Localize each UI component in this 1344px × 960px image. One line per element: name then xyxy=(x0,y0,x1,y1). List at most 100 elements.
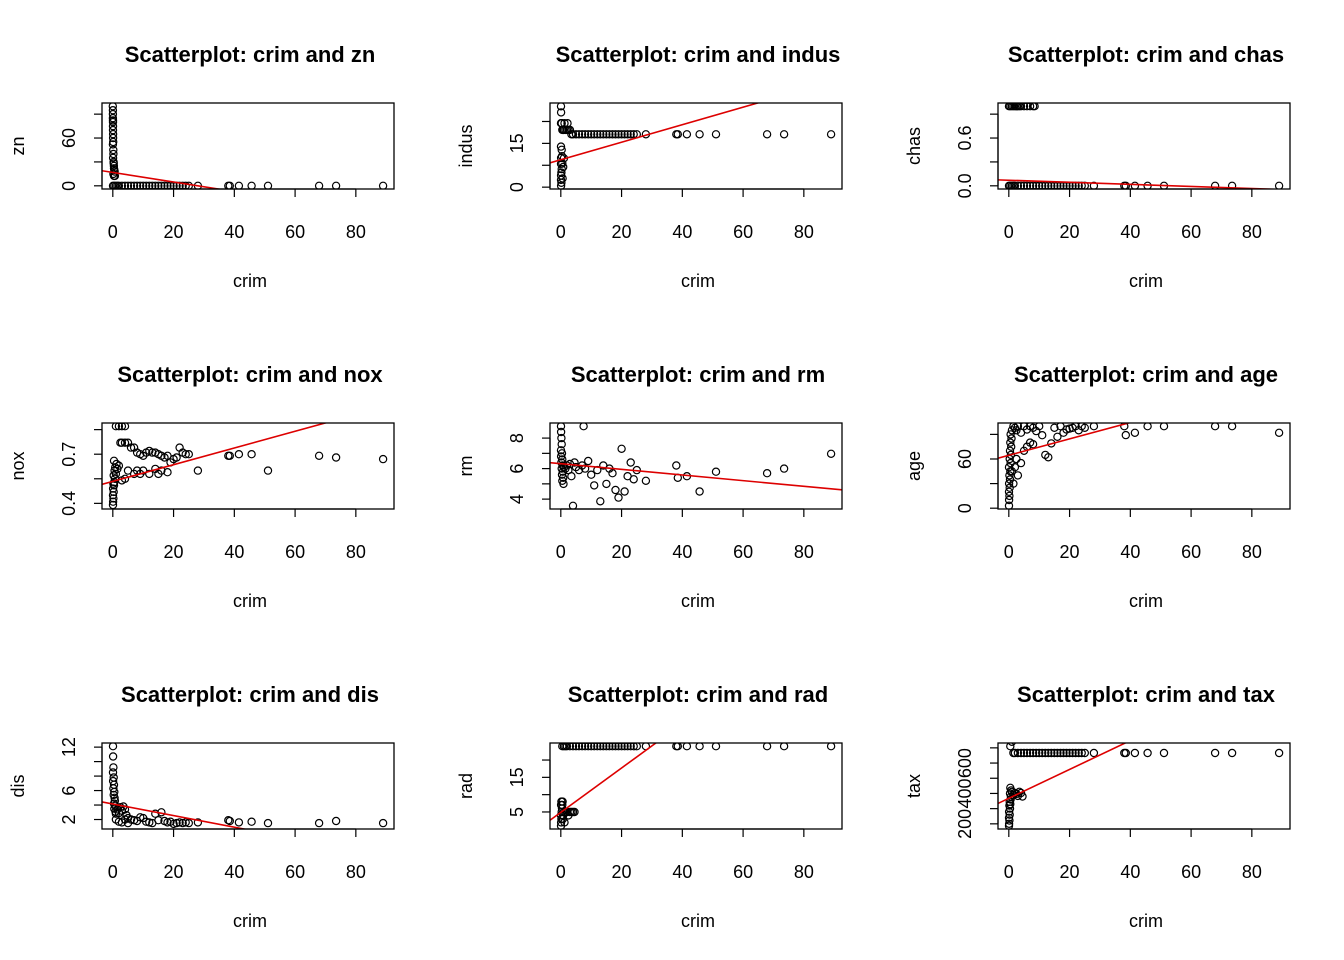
data-point xyxy=(1041,748,1050,758)
data-point xyxy=(560,818,569,827)
data-point xyxy=(184,449,193,459)
data-point xyxy=(1031,748,1041,758)
data-point xyxy=(225,816,234,826)
data-point xyxy=(1047,748,1056,758)
y-tick-label: 15 xyxy=(507,767,527,787)
data-point xyxy=(148,448,157,457)
x-axis-label: crim xyxy=(233,911,267,931)
data-point xyxy=(1074,748,1083,758)
data-point xyxy=(559,479,568,489)
data-point xyxy=(556,427,566,437)
data-point xyxy=(568,501,578,509)
plot-frame xyxy=(549,102,843,190)
data-point xyxy=(108,113,118,123)
data-point xyxy=(108,103,117,111)
data-point xyxy=(126,443,136,452)
data-point xyxy=(568,743,578,751)
scatterplot-panel-rm: Scatterplot: crim and rm 0 20 40 60 80 crim 4 6 8… xyxy=(456,362,843,611)
data-point xyxy=(1016,458,1026,468)
data-point xyxy=(111,423,121,431)
x-tick-label: 40 xyxy=(224,222,244,242)
data-point xyxy=(126,181,136,189)
x-tick-label: 40 xyxy=(224,542,244,562)
data-point xyxy=(605,130,614,139)
data-point xyxy=(762,468,772,478)
data-point xyxy=(589,130,599,139)
data-point xyxy=(1006,743,1015,751)
x-axis: 0 20 40 60 80 xyxy=(108,508,366,562)
x-tick-label: 60 xyxy=(733,222,753,242)
data-point xyxy=(108,109,118,119)
data-point xyxy=(108,140,118,149)
data-point xyxy=(560,118,569,128)
data-point xyxy=(608,130,617,139)
data-point xyxy=(1005,471,1014,480)
data-point xyxy=(172,453,181,462)
y-axis-label: rm xyxy=(456,456,476,477)
data-point xyxy=(114,181,124,189)
scatterplot-panel-nox: Scatterplot: crim and nox 0 20 40 60 80 crim 0.… xyxy=(8,362,395,611)
data-point xyxy=(580,130,590,139)
data-point xyxy=(579,423,588,431)
data-point xyxy=(632,743,641,751)
data-point xyxy=(1089,748,1099,758)
data-point xyxy=(672,461,681,470)
x-tick-label: 20 xyxy=(164,862,184,882)
data-point xyxy=(1210,423,1220,431)
data-point xyxy=(1007,743,1016,746)
x-axis: 0 20 40 60 80 xyxy=(108,188,366,242)
x-axis: 0 20 40 60 80 xyxy=(556,508,814,562)
data-point xyxy=(247,817,256,826)
data-point xyxy=(1121,181,1130,189)
x-axis: 0 20 40 60 80 xyxy=(1004,188,1262,242)
x-tick-label: 20 xyxy=(612,222,632,242)
data-point xyxy=(574,130,584,139)
data-point xyxy=(1068,748,1077,758)
data-point xyxy=(1159,748,1169,758)
x-axis: 0 20 40 60 80 xyxy=(1004,828,1262,882)
data-point xyxy=(378,818,388,828)
data-point xyxy=(108,743,118,751)
x-tick-label: 40 xyxy=(224,862,244,882)
data-points xyxy=(1004,743,1284,829)
data-point xyxy=(1013,748,1023,758)
y-tick-label: 12 xyxy=(59,737,79,757)
data-point xyxy=(109,784,118,793)
data-point xyxy=(109,471,118,480)
data-point xyxy=(142,181,151,189)
data-point xyxy=(589,481,599,490)
data-point xyxy=(263,466,273,475)
regression-line xyxy=(550,461,842,491)
x-tick-label: 80 xyxy=(794,862,814,882)
regression-line xyxy=(102,423,329,486)
data-point xyxy=(556,142,566,151)
data-point xyxy=(157,181,166,189)
data-point xyxy=(586,470,596,479)
data-point xyxy=(568,130,578,139)
data-point xyxy=(620,487,629,496)
y-axis-label: rad xyxy=(456,773,476,799)
data-point xyxy=(193,818,203,827)
data-point xyxy=(263,181,273,189)
data-point xyxy=(587,743,596,751)
data-point xyxy=(623,743,632,751)
data-point xyxy=(108,121,118,131)
data-point xyxy=(378,181,388,189)
data-point xyxy=(225,181,234,189)
data-point xyxy=(1210,748,1220,758)
x-axis: 0 20 40 60 80 xyxy=(1004,508,1262,562)
data-point xyxy=(1004,819,1014,828)
data-point xyxy=(1037,430,1047,440)
data-point xyxy=(108,153,118,163)
data-point xyxy=(114,461,124,470)
data-point xyxy=(1035,423,1044,431)
x-tick-label: 20 xyxy=(1060,862,1080,882)
y-axis: 0 15 xyxy=(507,120,551,192)
data-points xyxy=(556,743,836,829)
data-point xyxy=(1274,748,1284,758)
scatterplot-panel-indus: Scatterplot: crim and indus 0 20 40 60 80 crim… xyxy=(456,42,843,291)
data-point xyxy=(114,423,124,431)
data-point xyxy=(557,145,566,154)
data-point xyxy=(136,181,145,189)
